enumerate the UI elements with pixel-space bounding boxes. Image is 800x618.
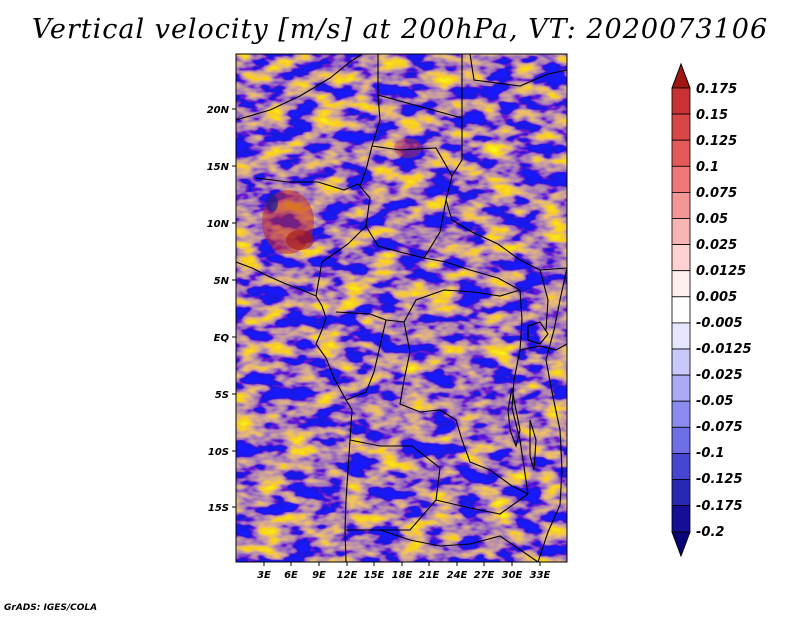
- cb-label: 0.0125: [696, 264, 746, 279]
- ascent-cluster-chad: [394, 138, 422, 158]
- cb-swatch: [671, 322, 691, 350]
- cb-swatch: [671, 270, 691, 298]
- cb-swatch: [671, 452, 691, 480]
- cb-swatch: [671, 191, 691, 219]
- cb-swatch: [671, 426, 691, 454]
- cb-swatch: [671, 165, 691, 193]
- lat-label-eq: EQ: [214, 333, 230, 344]
- cb-swatch: [671, 505, 691, 533]
- colorbar: 0.175 0.15 0.125 0.1 0.075 0.05 0.025 0.…: [671, 62, 752, 558]
- cb-label: 0.15: [696, 108, 728, 123]
- plot-title: Vertical velocity [m/s] at 200hPa, VT: 2…: [31, 14, 769, 45]
- ascent-core: [286, 230, 314, 250]
- lon-label-12e: 12E: [337, 570, 358, 581]
- cb-label: 0.025: [696, 238, 737, 253]
- lon-label-18e: 18E: [392, 570, 413, 581]
- cb-swatch: [671, 348, 691, 376]
- cb-swatch: [671, 113, 691, 141]
- cb-label: -0.125: [696, 472, 743, 487]
- grads-credit: GrADS: IGES/COLA: [4, 603, 98, 613]
- cb-swatch: [671, 400, 691, 428]
- lat-ticks: [232, 108, 236, 508]
- cb-label: -0.0125: [696, 342, 752, 357]
- lat-tick-labels: 20N 15N 10N 5N EQ 5S 10S 15S: [207, 105, 230, 514]
- lat-label-10s: 10S: [208, 447, 229, 458]
- colorbar-swatches: [671, 87, 691, 533]
- lat-label-15s: 15S: [208, 503, 229, 514]
- cb-label: -0.05: [696, 394, 733, 409]
- cb-label: 0.005: [696, 290, 737, 305]
- cb-swatch: [671, 218, 691, 246]
- lon-label-27e: 27E: [474, 570, 495, 581]
- lat-label-15n: 15N: [207, 162, 230, 173]
- lon-label-9e: 9E: [312, 570, 326, 581]
- country-boundaries: [236, 54, 567, 562]
- cb-label: -0.005: [696, 316, 743, 331]
- cb-swatch: [671, 374, 691, 402]
- lat-label-5n: 5N: [214, 276, 230, 287]
- cb-swatch: [671, 479, 691, 507]
- cb-label: 0.125: [696, 134, 737, 149]
- cb-label: -0.1: [696, 446, 724, 461]
- cb-label: -0.075: [696, 420, 743, 435]
- lat-label-20n: 20N: [207, 105, 230, 116]
- colorbar-top-arrow: [671, 62, 691, 89]
- lon-label-3e: 3E: [257, 570, 271, 581]
- lon-label-33e: 33E: [530, 570, 551, 581]
- cb-swatch: [671, 296, 691, 324]
- colorbar-bottom-arrow: [671, 531, 691, 558]
- lon-tick-labels: 3E 6E 9E 12E 15E 18E 21E 24E 27E 30E 33E: [257, 570, 550, 581]
- lon-ticks: [263, 562, 541, 566]
- lat-label-5s: 5S: [215, 390, 229, 401]
- cb-label: -0.2: [696, 525, 724, 540]
- velocity-field: [236, 54, 567, 562]
- lon-label-21e: 21E: [419, 570, 440, 581]
- colorbar-labels: 0.175 0.15 0.125 0.1 0.075 0.05 0.025 0.…: [696, 82, 752, 540]
- lon-label-24e: 24E: [447, 570, 468, 581]
- cb-swatch: [671, 87, 691, 115]
- lat-label-10n: 10N: [207, 219, 230, 230]
- cb-label: 0.175: [696, 82, 737, 97]
- lon-label-15e: 15E: [364, 570, 385, 581]
- cb-label: 0.1: [696, 160, 719, 175]
- lon-label-30e: 30E: [502, 570, 523, 581]
- cb-label: 0.075: [696, 186, 737, 201]
- cb-label: -0.175: [696, 499, 743, 514]
- descent-core: [266, 194, 278, 212]
- cb-swatch: [671, 139, 691, 167]
- lon-label-6e: 6E: [284, 570, 298, 581]
- cb-label: 0.05: [696, 212, 728, 227]
- cb-label: -0.025: [696, 368, 743, 383]
- cb-swatch: [671, 244, 691, 272]
